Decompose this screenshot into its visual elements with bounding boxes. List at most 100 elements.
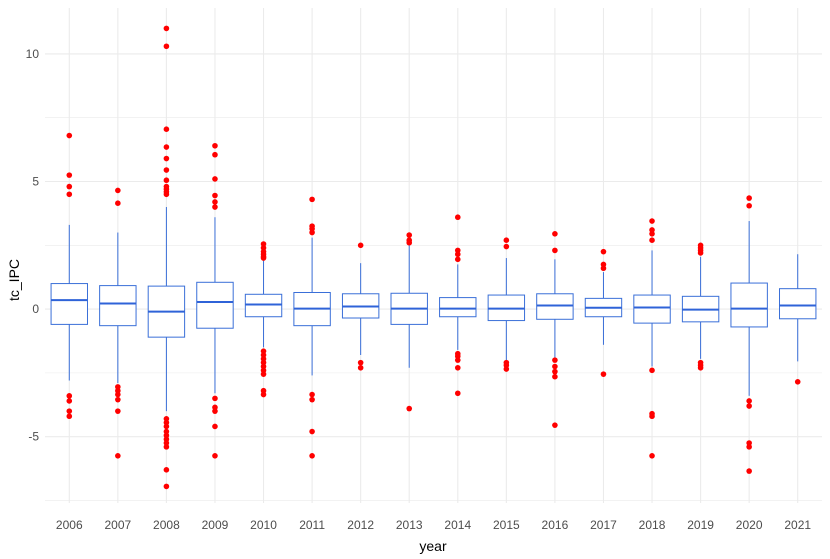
outlier-point	[260, 348, 267, 354]
outlier-point	[600, 265, 607, 272]
outlier-point	[163, 467, 170, 473]
outlier-point	[454, 353, 461, 360]
outlier-point	[746, 398, 752, 404]
x-tick-label: 2013	[396, 518, 423, 532]
outlier-point	[163, 436, 170, 443]
outlier-point	[163, 444, 170, 450]
box-2016	[536, 259, 574, 358]
outlier-point	[115, 408, 121, 414]
x-tick-label: 2021	[784, 518, 811, 532]
outlier-point	[66, 183, 73, 190]
outlier-point	[309, 428, 315, 435]
outlier-point	[309, 391, 315, 398]
outlier-point	[66, 393, 73, 399]
outlier-point	[454, 364, 461, 371]
outlier-point	[552, 247, 558, 254]
outlier-point	[454, 357, 461, 363]
outlier-point	[746, 403, 752, 409]
box-2018	[633, 250, 671, 367]
outlier-point	[163, 483, 170, 490]
outlier-point	[697, 250, 704, 256]
outlier-point	[357, 242, 364, 249]
outlier-layer	[66, 25, 801, 490]
outlier-point	[746, 195, 752, 201]
box-iqr	[244, 293, 283, 318]
box-2007	[99, 232, 137, 384]
x-tick-label: 2008	[153, 518, 180, 532]
outlier-point	[503, 237, 510, 243]
x-tick-label: 2015	[493, 518, 520, 532]
outlier-point	[454, 247, 461, 254]
x-tick-label: 2020	[736, 518, 763, 532]
outlier-point	[260, 391, 267, 398]
outlier-point	[212, 204, 218, 210]
outlier-point	[746, 440, 752, 446]
outlier-point	[163, 155, 170, 162]
outlier-point	[552, 357, 558, 363]
y-tick-label: 5	[32, 175, 39, 189]
outlier-point	[309, 229, 315, 236]
outlier-point	[212, 395, 218, 402]
outlier-point	[357, 364, 364, 371]
outlier-point	[260, 363, 267, 370]
box-2021	[779, 254, 817, 362]
outlier-point	[66, 398, 73, 404]
x-tick-label: 2009	[202, 518, 229, 532]
outlier-point	[115, 396, 121, 403]
box-2019	[681, 256, 720, 359]
outlier-point	[260, 367, 267, 374]
outlier-point	[212, 199, 218, 205]
outlier-point	[66, 191, 73, 198]
box-2020	[730, 221, 768, 396]
outlier-point	[697, 364, 704, 371]
outlier-point	[454, 214, 461, 221]
outlier-point	[163, 423, 170, 430]
outlier-point	[649, 218, 655, 224]
outlier-point	[552, 373, 558, 380]
outlier-point	[163, 415, 170, 422]
box-2015	[487, 258, 526, 361]
box-2013	[390, 245, 428, 368]
outlier-point	[163, 126, 170, 132]
box-iqr	[633, 294, 671, 324]
grid-layer	[45, 8, 822, 503]
outlier-point	[163, 43, 170, 50]
outlier-point	[503, 366, 510, 372]
outlier-point	[454, 256, 461, 263]
box-2009	[196, 217, 234, 394]
outlier-point	[552, 231, 558, 237]
box-iqr	[536, 293, 574, 320]
box-2008	[147, 207, 186, 412]
outlier-point	[649, 231, 655, 237]
x-tick-label: 2016	[542, 518, 569, 532]
outlier-point	[212, 142, 218, 149]
y-axis-title: tc_IPC	[6, 259, 22, 301]
outlier-point	[260, 241, 267, 247]
y-tick-label: 0	[32, 302, 39, 316]
box-2014	[439, 264, 477, 350]
outlier-point	[600, 248, 607, 255]
outlier-point	[66, 132, 73, 139]
x-tick-label: 2011	[299, 518, 325, 532]
outlier-point	[115, 187, 121, 194]
outlier-point	[406, 405, 413, 412]
x-tick-label: 2014	[444, 518, 471, 532]
box-iqr	[99, 285, 137, 327]
outlier-point	[746, 468, 752, 474]
outlier-point	[746, 444, 752, 450]
box-iqr	[50, 283, 88, 325]
outlier-point	[649, 367, 655, 374]
outlier-point	[503, 362, 510, 369]
outlier-point	[552, 368, 558, 375]
box-layer	[50, 207, 817, 412]
outlier-point	[649, 227, 655, 233]
outlier-point	[260, 245, 267, 251]
outlier-point	[260, 359, 267, 366]
outlier-point	[163, 177, 170, 184]
outlier-point	[260, 352, 267, 358]
x-tick-label: 2007	[104, 518, 131, 532]
box-2011	[293, 237, 331, 376]
outlier-point	[212, 404, 218, 411]
